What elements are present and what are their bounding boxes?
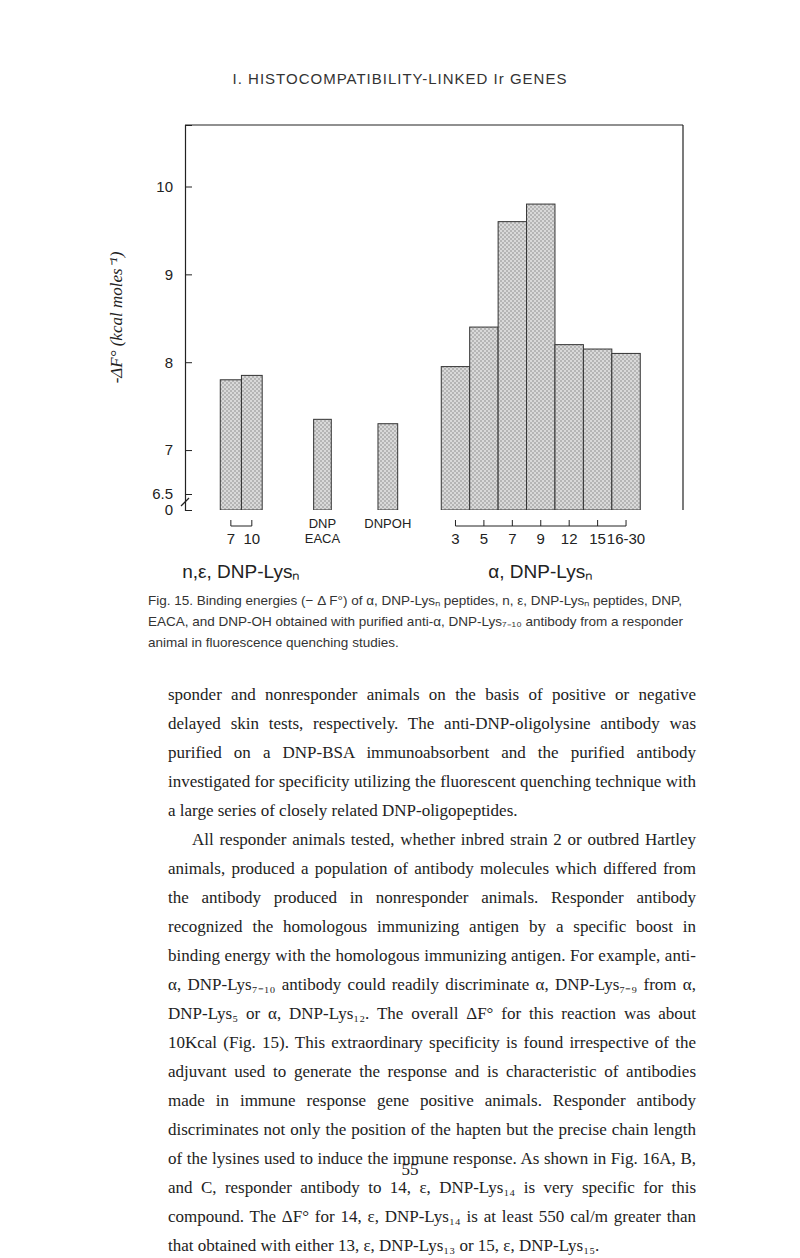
x-axis: 7 10 DNPEACA DNPOH 3 5 7 9 12 1516-30: [227, 516, 646, 547]
x-tick-mark: [540, 520, 541, 526]
y-tick: 7: [165, 441, 192, 458]
bar: [378, 424, 398, 510]
x-tick-mark: [455, 520, 456, 526]
frame-top: [185, 124, 683, 125]
y-tick-mark: [185, 274, 192, 275]
y-tick-mark: [185, 510, 192, 511]
bar: [441, 367, 469, 510]
figure: 06.5 7 8 9 10 -ΔF° (kcal moles⁻¹) 7 10 DNPEACA DN…: [0, 0, 800, 600]
y-tick-mark: [185, 450, 192, 451]
y-tick-label: 8: [165, 354, 173, 371]
bar: [583, 349, 611, 510]
y-tick-label: 7: [165, 441, 173, 458]
page: {"header": "I. HISTOCOMPATIBILITY-LINKED…: [0, 0, 800, 1258]
x-tick-mark: [483, 520, 484, 526]
bar: [498, 222, 526, 510]
y-tick-mark: [185, 362, 192, 363]
axis-break: [181, 498, 189, 506]
paragraph: sponder and nonresponder animals on the …: [168, 680, 696, 825]
y-tick-mark: [185, 187, 192, 188]
y-tick-label: 0: [165, 501, 173, 518]
x-tick-label: 5: [480, 530, 488, 547]
bar: [612, 353, 640, 510]
group-bracket: [231, 526, 252, 527]
group-label: α, DNP-Lysₙ: [488, 561, 593, 582]
y-tick-mark: [185, 494, 192, 495]
y-tick-label: 9: [165, 266, 173, 283]
x-tick-mark: [230, 520, 231, 526]
page-number: 55: [380, 1160, 440, 1180]
x-tick-label: 7: [227, 530, 235, 547]
x-tick-label: 9: [537, 530, 545, 547]
x-tick-label: 10: [243, 530, 260, 547]
y-tick: 0: [165, 501, 192, 518]
y-tick: 9: [165, 266, 192, 283]
x-tick-label: 15: [589, 530, 606, 547]
x-tick-mark: [569, 520, 570, 526]
body-text: sponder and nonresponder animals on the …: [168, 680, 696, 1258]
bar: [241, 375, 262, 510]
frame-right: [682, 125, 683, 510]
bar: [314, 419, 332, 510]
y-tick: 6.5: [152, 485, 192, 502]
bar: [555, 345, 583, 510]
y-tick: 8: [165, 354, 192, 371]
y-tick-label: 10: [156, 178, 173, 195]
x-tick-label: DNPOH: [364, 516, 411, 531]
bar: [470, 327, 498, 510]
x-tick-label: 12: [561, 530, 578, 547]
paragraph: All responder animals tested, whether in…: [168, 825, 696, 1258]
bar: [220, 380, 241, 510]
y-axis-title: -ΔF° (kcal moles⁻¹): [107, 251, 126, 383]
y-axis: 06.5 7 8 9 10: [152, 126, 192, 519]
y-tick-label: 6.5: [152, 485, 173, 502]
x-tick-label: 3: [451, 530, 459, 547]
figure-caption: Fig. 15. Binding energies (− Δ F°) of α,…: [148, 590, 693, 653]
x-tick-mark: [626, 520, 627, 526]
x-tick-label: 16-30: [607, 530, 645, 547]
x-tick-mark: [251, 520, 252, 526]
bars: [220, 204, 640, 510]
x-tick-mark: [512, 520, 513, 526]
group-label: n,ε, DNP-Lysₙ: [182, 561, 300, 582]
x-tick-mark: [597, 520, 598, 526]
x-tick-label: DNPEACA: [305, 516, 341, 546]
y-axis-line: [186, 126, 193, 511]
running-header: I. HISTOCOMPATIBILITY-LINKED Ir GENES: [0, 70, 800, 87]
bar: [527, 204, 555, 510]
y-tick: 10: [156, 178, 192, 195]
x-tick-label: 7: [508, 530, 516, 547]
